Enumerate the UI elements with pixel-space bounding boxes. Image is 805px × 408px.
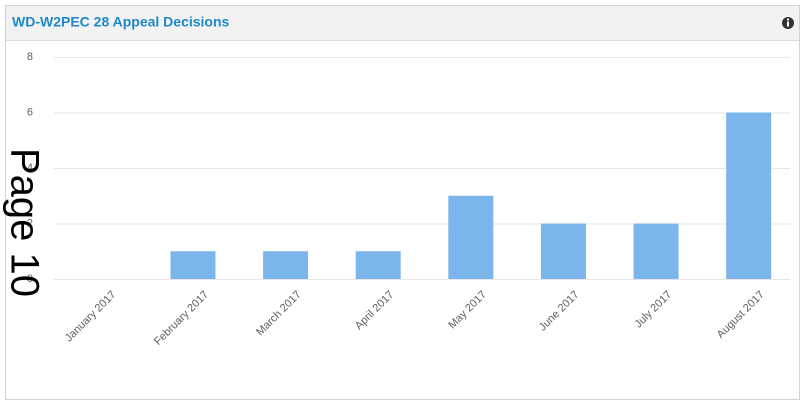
panel (5, 5, 800, 400)
y-tick-label: 6 (27, 106, 33, 118)
y-tick-label: 0 (27, 273, 33, 285)
bar (263, 251, 309, 279)
bar (170, 251, 216, 279)
bar (633, 223, 679, 279)
chart-title: WD-W2PEC 28 Appeal Decisions (12, 14, 230, 30)
bar (540, 223, 586, 279)
info-icon[interactable] (782, 17, 794, 29)
y-tick-label: 8 (27, 51, 33, 63)
panel-header (6, 6, 799, 40)
bar (448, 195, 494, 279)
bar (355, 251, 401, 279)
y-tick-label: 4 (27, 162, 33, 174)
y-tick-label: 2 (27, 217, 33, 229)
page-watermark: Page 10 (2, 148, 46, 297)
bar (726, 112, 772, 279)
